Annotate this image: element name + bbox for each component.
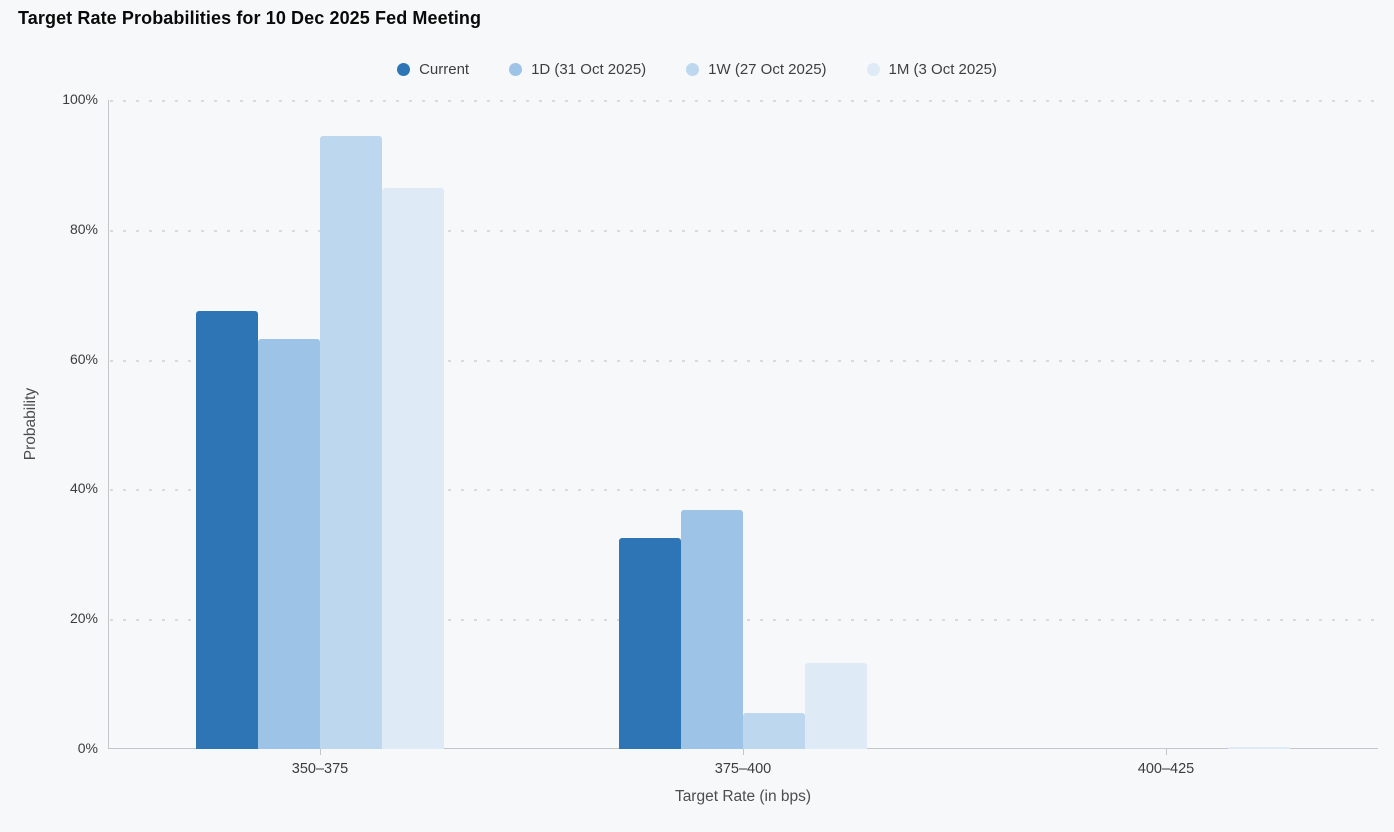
y-tick-label: 40% [69, 480, 98, 497]
x-tick-mark [320, 749, 321, 755]
x-tick-label: 400–425 [1137, 761, 1195, 777]
x-axis-title: Target Rate (in bps) [674, 788, 812, 805]
y-axis-title: Probability [22, 387, 39, 461]
legend-item-1d[interactable]: 1D (31 Oct 2025) [509, 61, 646, 78]
bar[interactable] [1228, 747, 1290, 749]
legend-label: 1W (27 Oct 2025) [708, 61, 827, 78]
x-tick-mark [1166, 749, 1167, 755]
legend-swatch-icon [686, 63, 700, 76]
gridline-40 [110, 489, 1378, 492]
y-tick-label: 80% [69, 220, 98, 237]
gridline-100 [110, 100, 1378, 102]
gridline-80 [110, 229, 1378, 232]
gridline-60 [110, 359, 1378, 362]
bar[interactable] [805, 663, 867, 749]
x-tick-label: 350–375 [291, 761, 349, 777]
bar[interactable] [619, 538, 681, 749]
legend-item-1w[interactable]: 1W (27 Oct 2025) [686, 61, 827, 78]
legend-item-current[interactable]: Current [397, 61, 469, 78]
legend-label: 1D (31 Oct 2025) [531, 61, 647, 78]
y-tick-label: 0% [77, 740, 98, 756]
x-tick-mark [743, 749, 744, 755]
bar[interactable] [382, 188, 444, 749]
bar[interactable] [258, 339, 320, 749]
legend-swatch-icon [866, 63, 880, 76]
y-tick-label: 20% [69, 610, 98, 627]
plot-area: 0% 20% 40% 60% 80% 100% 350–375 375–400 400–425 [62, 91, 1378, 777]
legend-swatch-icon [509, 63, 523, 76]
bar[interactable] [743, 713, 805, 749]
gridline-20 [110, 619, 1378, 622]
bar[interactable] [320, 136, 382, 749]
legend-label: Current [419, 61, 470, 78]
legend: Current 1D (31 Oct 2025) 1W (27 Oct 2025) 1… [0, 61, 1394, 78]
legend-label: 1M (3 Oct 2025) [888, 61, 997, 78]
y-tick-label: 100% [62, 91, 98, 107]
bar[interactable] [681, 510, 743, 749]
y-tick-label: 60% [69, 350, 98, 367]
y-axis-line [108, 100, 109, 749]
bar[interactable] [196, 311, 258, 749]
legend-swatch-icon [397, 63, 411, 76]
legend-item-1m[interactable]: 1M (3 Oct 2025) [866, 61, 997, 78]
chart-title: Target Rate Probabilities for 10 Dec 202… [18, 8, 482, 28]
x-tick-label: 375–400 [714, 761, 772, 777]
